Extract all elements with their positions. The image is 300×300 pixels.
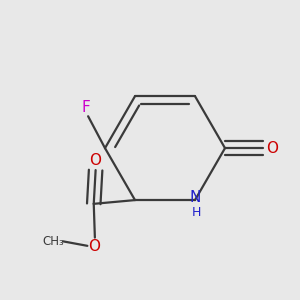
Text: F: F	[82, 100, 91, 116]
Text: N: N	[189, 190, 201, 205]
Text: H: H	[192, 206, 202, 219]
Text: CH₃: CH₃	[43, 235, 64, 248]
Text: O: O	[88, 239, 100, 254]
Text: O: O	[89, 153, 101, 168]
Text: O: O	[266, 141, 278, 156]
